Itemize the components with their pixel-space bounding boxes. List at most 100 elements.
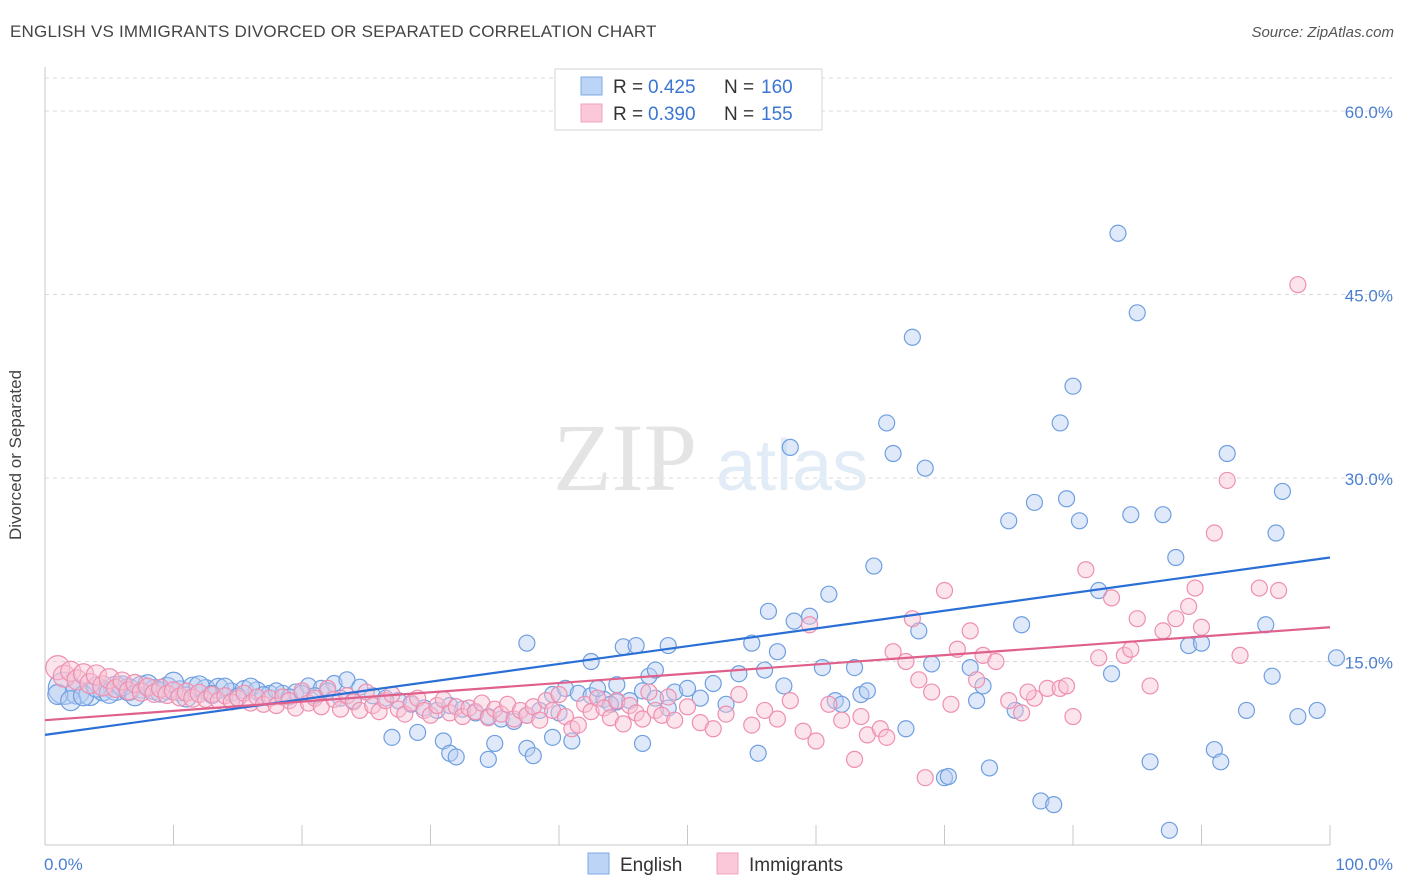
immigrants-point	[897, 652, 915, 671]
immigrants-point	[1250, 579, 1268, 597]
english-point	[749, 744, 767, 762]
bottom-legend-english-label: English	[620, 855, 682, 876]
immigrants-point	[189, 683, 209, 703]
legend-immigrants-swatch	[580, 103, 603, 123]
immigrants-point	[531, 711, 549, 729]
legend-immigrants-r-value: 0.390	[648, 104, 696, 125]
y-axis-title: Divorced or Separated	[6, 369, 25, 541]
immigrants-point	[961, 622, 979, 640]
english-point	[785, 612, 803, 630]
x-tick-label-start: 0.0%	[44, 855, 83, 874]
chart-title: ENGLISH VS IMMIGRANTS DIVORCED OR SEPARA…	[10, 22, 657, 41]
immigrants-point	[1115, 646, 1134, 664]
immigrants-point	[1025, 689, 1044, 707]
immigrants-point	[1192, 618, 1211, 636]
immigrants-point	[1019, 683, 1037, 701]
immigrants-point	[1231, 646, 1249, 664]
english-point	[923, 655, 941, 673]
english-point	[775, 677, 793, 695]
watermark-atlas: atlas	[716, 426, 868, 506]
english-point	[646, 661, 664, 679]
immigrants-point	[633, 710, 652, 728]
immigrants-point	[968, 671, 986, 689]
english-point	[1000, 512, 1018, 530]
english-point	[781, 438, 799, 456]
english-point	[518, 634, 536, 652]
english-point	[1025, 493, 1044, 512]
immigrants-point	[595, 699, 613, 717]
english-point	[1327, 649, 1346, 667]
watermark: ZIP atlas	[553, 404, 868, 511]
english-point	[556, 679, 575, 698]
english-point	[845, 659, 864, 677]
immigrants-point	[60, 660, 82, 682]
immigrants-point	[987, 652, 1005, 671]
immigrants-point	[351, 701, 369, 720]
axes	[44, 67, 1331, 846]
immigrants-point	[98, 668, 120, 690]
immigrants-point	[678, 698, 697, 716]
y-tick-label: 30.0%	[1345, 470, 1393, 489]
english-point	[939, 767, 957, 786]
english-point	[492, 710, 510, 728]
y-tick-label: 45.0%	[1345, 286, 1393, 305]
legend-immigrants-r-label: R =	[613, 104, 643, 125]
immigrants-point	[85, 664, 108, 686]
english-point	[897, 720, 915, 738]
immigrants-point	[588, 689, 607, 707]
immigrants-point	[704, 720, 722, 738]
immigrants-point	[807, 732, 825, 750]
english-point	[1012, 616, 1031, 634]
immigrants-point	[421, 706, 440, 724]
immigrants-point	[916, 769, 934, 787]
immigrants-point	[447, 698, 465, 716]
english-point	[1128, 304, 1146, 322]
legend-english-swatch	[580, 76, 603, 96]
legend-english-r-value: 0.425	[648, 77, 696, 98]
english-point	[447, 748, 465, 766]
immigrants-point	[454, 707, 472, 726]
immigrants-point	[370, 703, 388, 721]
immigrants-point	[505, 710, 523, 728]
english-point	[1154, 506, 1172, 524]
immigrants-point	[627, 704, 645, 722]
y-tick-label: 60.0%	[1345, 103, 1393, 122]
english-point	[730, 665, 748, 683]
legend-english-n-label: N =	[724, 77, 754, 98]
source-label: Source: ZipAtlas.com	[1251, 24, 1394, 41]
english-point	[1308, 701, 1326, 720]
english-point	[820, 585, 838, 603]
x-tick-labels: 0.0% 100.0%	[44, 855, 1393, 874]
top-legend: R = 0.425 N = 160 R = 0.390 N = 155	[554, 68, 823, 131]
x-tick-label-end: 100.0%	[1335, 855, 1393, 874]
immigrants-point	[845, 750, 864, 768]
immigrants-point	[743, 716, 761, 734]
english-point	[543, 728, 562, 746]
english-point	[1273, 482, 1292, 501]
english-point	[884, 444, 902, 463]
immigrants-point	[428, 696, 446, 715]
immigrants-point	[768, 710, 787, 728]
english-point	[1045, 796, 1063, 814]
immigrants-point	[1064, 707, 1082, 726]
bottom-legend-immigrants-label: Immigrants	[749, 855, 843, 876]
english-point	[916, 459, 934, 477]
immigrants-point	[1000, 692, 1018, 710]
immigrants-point	[608, 692, 626, 710]
english-point	[1160, 821, 1178, 839]
immigrants-point	[1180, 597, 1198, 616]
immigrants-point	[1205, 524, 1223, 542]
immigrants-point	[935, 581, 954, 600]
english-point	[878, 414, 896, 432]
y-tick-label: 15.0%	[1345, 653, 1393, 672]
immigrants-point	[203, 685, 221, 704]
immigrants-point	[653, 706, 671, 724]
immigrants-point	[396, 705, 414, 723]
immigrants-point	[794, 722, 812, 740]
english-point	[755, 661, 774, 679]
english-point	[60, 690, 82, 712]
bottom-legend: English Immigrants	[587, 852, 843, 876]
english-point	[1218, 444, 1236, 463]
immigrants-point	[903, 610, 921, 628]
english-point	[486, 734, 504, 753]
